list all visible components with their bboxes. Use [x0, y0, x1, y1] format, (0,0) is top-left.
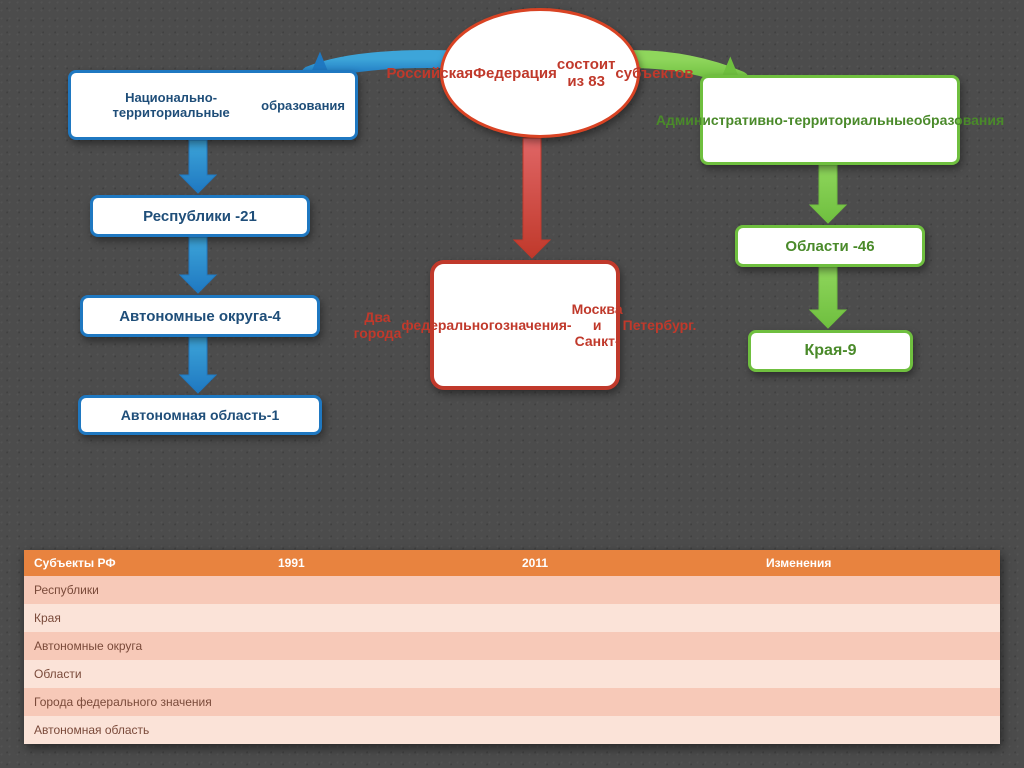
- col-header: 1991: [268, 550, 512, 576]
- table-cell: [756, 576, 1000, 604]
- table-cell: [268, 632, 512, 660]
- node-left_head: Национально-территориальныеобразования: [68, 70, 358, 140]
- table-cell: Края: [24, 604, 268, 632]
- node-right_2: Края-9: [748, 330, 913, 372]
- node-right_head: Административно-территориальныеобразован…: [700, 75, 960, 165]
- table-cell: [756, 660, 1000, 688]
- node-right_1: Области -46: [735, 225, 925, 267]
- col-header: 2011: [512, 550, 756, 576]
- col-header: Субъекты РФ: [24, 550, 268, 576]
- node-left_3: Автономная область-1: [78, 395, 322, 435]
- table-cell: [756, 716, 1000, 744]
- table-cell: [756, 604, 1000, 632]
- col-header: Изменения: [756, 550, 1000, 576]
- table-cell: [512, 688, 756, 716]
- table-cell: Автономная область: [24, 716, 268, 744]
- table-cell: [756, 688, 1000, 716]
- table-cell: [512, 632, 756, 660]
- node-left_2: Автономные округа-4: [80, 295, 320, 337]
- table-cell: Города федерального значения: [24, 688, 268, 716]
- table-cell: Области: [24, 660, 268, 688]
- node-center: Два городафедеральногозначения-Москва и …: [430, 260, 620, 390]
- table-cell: [268, 576, 512, 604]
- table-cell: [268, 688, 512, 716]
- data-table: Субъекты РФ19912011Изменения РеспубликиКр…: [24, 550, 1000, 744]
- table-cell: Республики: [24, 576, 268, 604]
- table-cell: [512, 660, 756, 688]
- table-cell: [512, 576, 756, 604]
- node-root: РоссийскаяФедерациясостоит из 83субъекто…: [440, 8, 640, 138]
- table-cell: [268, 716, 512, 744]
- table-cell: Автономные округа: [24, 632, 268, 660]
- table-cell: [512, 716, 756, 744]
- table-cell: [512, 604, 756, 632]
- node-left_1: Республики -21: [90, 195, 310, 237]
- table-cell: [268, 660, 512, 688]
- table-cell: [268, 604, 512, 632]
- table-cell: [756, 632, 1000, 660]
